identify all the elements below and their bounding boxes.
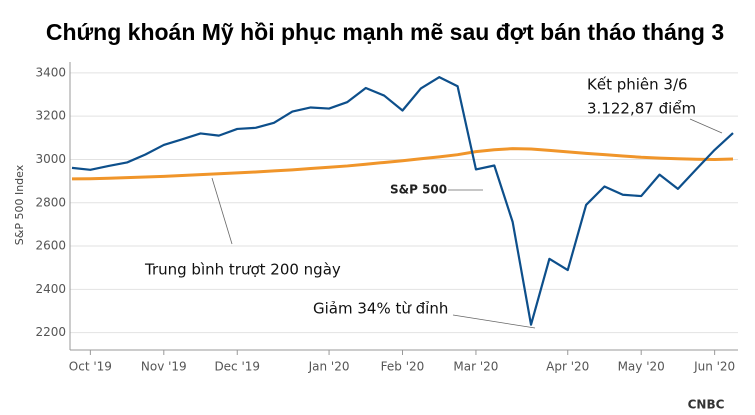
- leader-line: [211, 177, 233, 245]
- y-tick-label: 2400: [35, 282, 66, 296]
- series-label: S&P 500: [390, 183, 447, 197]
- x-tick-label: Feb '20: [381, 360, 425, 374]
- annotation: 3.122,87 điểm: [587, 100, 696, 118]
- leader-line: [689, 118, 723, 134]
- x-tick-label: Mar '20: [453, 360, 498, 374]
- y-tick-label: 2600: [35, 239, 66, 253]
- y-tick-label: 3200: [35, 109, 66, 123]
- chart-title: Chứng khoán Mỹ hồi phục mạnh mẽ sau đợt …: [46, 19, 724, 45]
- y-tick-label: 2200: [35, 325, 66, 339]
- x-tick-label: Jan '20: [308, 360, 350, 374]
- x-tick-label: Oct '19: [69, 360, 112, 374]
- logo: CNBC: [688, 398, 725, 412]
- annotation: Giảm 34% từ đỉnh: [313, 300, 448, 318]
- x-tick-label: Jun '20: [693, 360, 735, 374]
- annotation: Kết phiên 3/6: [587, 76, 688, 94]
- y-tick-label: 3400: [35, 65, 66, 79]
- y-tick-label: 2800: [35, 195, 66, 209]
- plot-area: 2200 2400 2600 2800 3000 3200 3400 Oct '19 Nov '…: [35, 62, 738, 374]
- x-tick-label: Apr '20: [546, 360, 589, 374]
- x-tick-label: May '20: [618, 360, 665, 374]
- leader-line: [452, 314, 536, 329]
- series-line: [71, 147, 734, 181]
- x-tick-label: Dec '19: [214, 360, 260, 374]
- series-line: [71, 76, 734, 326]
- y-tick-label: 3000: [35, 152, 66, 166]
- x-tick-label: Nov '19: [141, 360, 187, 374]
- y-axis-label: S&P 500 Index: [13, 164, 26, 245]
- series-label: Trung bình trượt 200 ngày: [144, 261, 341, 279]
